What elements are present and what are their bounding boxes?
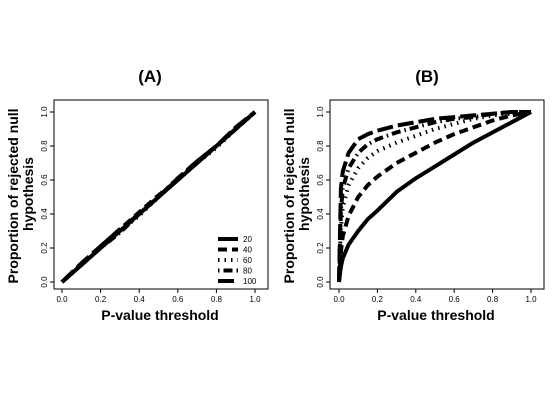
panel-b-series-60 <box>337 110 532 283</box>
panel-b-title: (B) <box>415 67 439 86</box>
panel-b-series-20 <box>337 110 532 283</box>
panel-b-x-tick-label-0: 0.0 <box>333 295 345 304</box>
panel-a-y-axis-label: Proportion of rejected null hypothesis <box>5 105 36 284</box>
panel-a-x-tick-label-2: 0.4 <box>134 295 146 304</box>
panel-b-y-tick-label-2: 0.4 <box>316 208 325 220</box>
panel-a-y-tick-label-4: 0.8 <box>40 140 49 152</box>
panel-b-y-tick-label-1: 0.2 <box>316 242 325 254</box>
panel-b-y-axis-label-line1: Proportion of rejected null <box>281 108 297 283</box>
panel-a-series-100 <box>60 110 257 284</box>
panel-a-series <box>60 110 257 284</box>
panel-b-x-tick-label-1: 0.2 <box>372 295 384 304</box>
panel-a-y-tick-label-1: 0.2 <box>40 242 49 254</box>
panel-b-ticks: 0.0 0.2 0.4 0.6 0.8 1.0 0.0 0.2 0.4 0.6 0.8 1.0 <box>316 106 537 304</box>
panel-a-x-tick-label-4: 0.8 <box>211 295 223 304</box>
panel-a-x-tick-label-3: 0.6 <box>172 295 184 304</box>
panel-b-x-tick-label-4: 0.8 <box>487 295 499 304</box>
panel-a-y-axis-label-line2: hypothesis <box>20 157 36 231</box>
panel-a-legend-label-20: 20 <box>243 235 252 244</box>
panel-b-y-axis-label-line2: hypothesis <box>296 157 312 231</box>
panel-a-y-tick-label-2: 0.4 <box>40 208 49 220</box>
panel-b-x-tick-label-3: 0.6 <box>449 295 461 304</box>
panel-a-legend-label-40: 40 <box>243 246 252 255</box>
panel-b: (B) P-value threshold Proportion of reje… <box>281 67 545 323</box>
panel-b-y-tick-label-0: 0.0 <box>316 276 325 288</box>
panel-a-legend-label-100: 100 <box>243 277 257 286</box>
panel-a-x-tick-label-1: 0.2 <box>95 295 107 304</box>
panel-b-y-tick-label-5: 1.0 <box>316 106 325 118</box>
panel-b-y-axis-label: Proportion of rejected null hypothesis <box>281 105 312 284</box>
panel-b-series-80 <box>337 110 531 283</box>
panel-a: (A) P-value threshold Proportion of reje… <box>5 67 269 323</box>
panel-a-x-tick-label-5: 1.0 <box>249 295 261 304</box>
panel-a-x-tick-label-0: 0.0 <box>56 295 68 304</box>
panel-a-legend-label-80: 80 <box>243 267 252 276</box>
panel-a-legend-label-60: 60 <box>243 256 252 265</box>
panel-a-y-tick-label-0: 0.0 <box>40 276 49 288</box>
panel-b-series <box>337 110 532 283</box>
panel-a-ticks: 0.0 0.2 0.4 0.6 0.8 1.0 0.0 0.2 0.4 0.6 0.8 1.0 <box>40 106 261 304</box>
panel-b-x-tick-label-2: 0.4 <box>410 295 422 304</box>
panel-b-series-40 <box>337 110 532 283</box>
panel-b-x-tick-label-5: 1.0 <box>525 295 537 304</box>
panel-b-x-axis-label: P-value threshold <box>377 307 494 323</box>
panel-b-series-100 <box>337 110 531 283</box>
panel-a-title: (A) <box>138 67 162 86</box>
panel-b-y-tick-label-4: 0.8 <box>316 140 325 152</box>
panel-a-y-tick-label-3: 0.6 <box>40 174 49 186</box>
panel-a-x-axis-label: P-value threshold <box>101 307 218 323</box>
panel-a-y-axis-label-line1: Proportion of rejected null <box>5 108 21 283</box>
panel-b-y-tick-label-3: 0.6 <box>316 174 325 186</box>
panel-a-y-tick-label-5: 1.0 <box>40 106 49 118</box>
